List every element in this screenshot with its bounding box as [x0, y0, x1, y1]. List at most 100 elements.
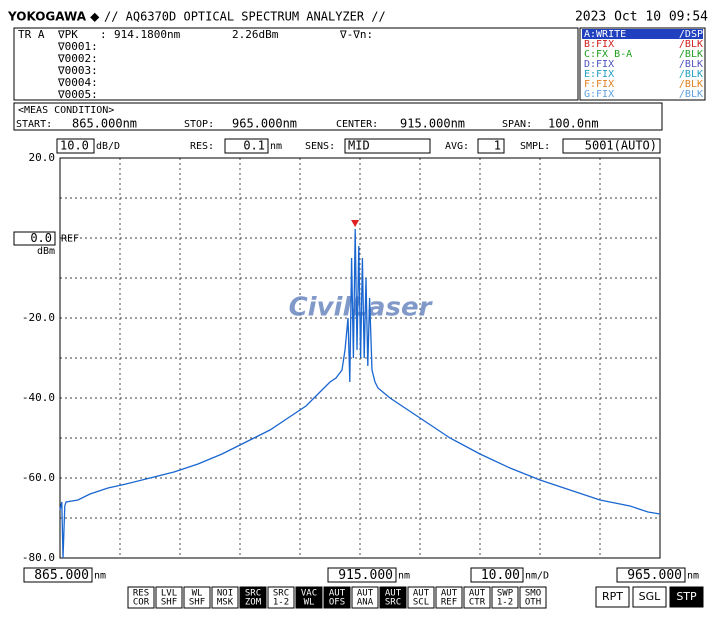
button-label: LVL [161, 589, 177, 599]
button-label: MSK [217, 598, 234, 608]
button-label: AUT [469, 589, 486, 599]
soft-button[interactable] [127, 586, 155, 609]
trace-highlight [582, 29, 703, 39]
smpl: 5001(AUTO) [585, 139, 657, 153]
trace-label: G:FIX [584, 89, 614, 100]
trace-label: E:FIX [584, 69, 614, 80]
run-button[interactable] [595, 586, 630, 608]
button-label: REF [441, 598, 457, 608]
marker-row: ∇0003: [57, 64, 98, 77]
button-label: RES [133, 589, 149, 599]
marker-row: ∇0005: [57, 88, 98, 101]
meas-label: STOP: [184, 119, 214, 130]
soft-button[interactable] [351, 586, 379, 609]
soft-button[interactable] [183, 586, 211, 609]
axis-unit: nm [94, 571, 106, 582]
brand: YOKOGAWA ◆ [7, 10, 100, 24]
axis-box [23, 567, 93, 583]
axis-box [327, 567, 397, 583]
trace: TR A [18, 28, 45, 41]
soft-button[interactable] [519, 586, 547, 609]
meas-label: START: [16, 119, 52, 130]
meas-label: SPAN: [502, 119, 532, 130]
sens-box [344, 138, 431, 154]
button-label: AUT [385, 589, 402, 599]
y-tick-label: -80.0 [22, 551, 55, 564]
trace-status: /BLK [679, 39, 703, 50]
axis-value: 965.000 [627, 568, 682, 583]
axis-value: 915.000 [338, 568, 393, 583]
trace-label: A:WRITE [584, 29, 626, 40]
button-label: ZOM [245, 598, 262, 608]
marker-box [13, 27, 579, 101]
button-label: COR [133, 598, 150, 608]
button-label: WL [192, 589, 203, 599]
meas-value: 100.0nm [548, 117, 599, 131]
soft-button[interactable] [239, 586, 267, 609]
run-button[interactable] [632, 586, 667, 608]
soft-button[interactable] [267, 586, 295, 609]
marker-row: ∇0004: [57, 76, 98, 89]
button-label: 1-2 [497, 598, 513, 608]
y-tick-label: -20.0 [22, 311, 55, 324]
wavelength: 914.1800nm [114, 28, 181, 41]
axis-value: 865.000 [34, 568, 89, 583]
meas-value: 965.000nm [232, 117, 297, 131]
button-label: NOI [217, 589, 233, 599]
res: 0.1 [243, 139, 265, 153]
delta: ∇-∇n: [339, 28, 373, 41]
trace-label: D:FIX [584, 59, 614, 70]
button-label: VAC [301, 589, 317, 599]
marker-row: ∇0002: [57, 52, 98, 65]
meas-label: CENTER: [336, 119, 378, 130]
soft-button[interactable] [211, 586, 239, 609]
run-button[interactable] [669, 586, 704, 608]
soft-button[interactable] [295, 586, 323, 609]
trace-status: /BLK [679, 49, 703, 60]
run-label: SGL [639, 590, 662, 603]
level: 2.26dBm [232, 28, 279, 41]
axis-unit: nm/D [525, 571, 549, 582]
soft-button[interactable] [407, 586, 435, 609]
meas-title: <MEAS CONDITION> [18, 105, 114, 116]
axis-unit: nm [398, 571, 410, 582]
trace-status: /BLK [679, 59, 703, 70]
y-tick-label: -60.0 [22, 471, 55, 484]
button-label: SMO [525, 589, 541, 599]
run-label: RPT [602, 590, 623, 603]
soft-button[interactable] [379, 586, 407, 609]
trace-status: /DSP [679, 29, 703, 40]
datetime: 2023 Oct 10 09:54 [575, 10, 708, 25]
axis-box [470, 567, 524, 583]
trace-status: /BLK [679, 69, 703, 80]
soft-button[interactable] [155, 586, 183, 609]
soft-button[interactable] [435, 586, 463, 609]
run-label: STP [676, 590, 697, 603]
spectrum-trace [59, 228, 661, 559]
button-label: AUT [413, 589, 430, 599]
ref-value: 0.0 [30, 231, 52, 245]
avg-box [477, 138, 505, 154]
ref-label: REF [61, 234, 79, 245]
soft-button[interactable] [463, 586, 491, 609]
scale: 10.0 [60, 139, 89, 153]
trace-label: B:FIX [584, 39, 614, 50]
soft-button[interactable] [491, 586, 519, 609]
trace-box [579, 27, 706, 101]
smpl-box [562, 138, 661, 154]
peak-marker [351, 219, 360, 227]
soft-button[interactable] [323, 586, 351, 609]
trace-status: /BLK [679, 79, 703, 90]
axis-unit: nm [687, 571, 699, 582]
res-label: RES: [190, 141, 214, 152]
smpl-label: SMPL: [520, 141, 550, 152]
meas-box [13, 102, 663, 131]
button-label: AUT [329, 589, 346, 599]
button-label: CTR [469, 598, 486, 608]
avg: 1 [494, 139, 501, 153]
sep: : [100, 28, 107, 41]
y-tick-label: -40.0 [22, 391, 55, 404]
sens-label: SENS: [305, 141, 335, 152]
button-label: SCL [413, 598, 429, 608]
